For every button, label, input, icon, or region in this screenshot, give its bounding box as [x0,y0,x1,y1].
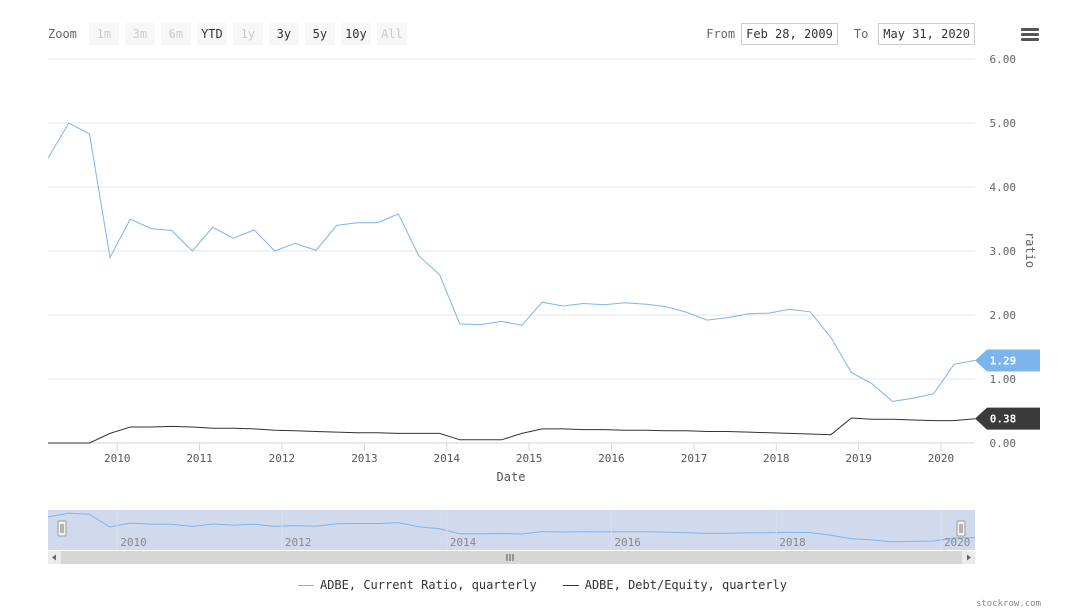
last-value-label: 0.38 [990,413,1017,426]
zoom-all-button[interactable]: All [376,23,407,45]
navigator-tick-label: 2018 [779,536,806,549]
legend-swatch-current-ratio [297,584,314,586]
to-date-input[interactable]: May 31, 2020 [878,23,975,45]
legend: ADBE, Current Ratio, quarterly ADBE, Deb… [0,578,1085,592]
x-tick-label: 2020 [928,452,955,465]
legend-label-current-ratio: ADBE, Current Ratio, quarterly [319,578,537,592]
navigator-mask [48,510,975,550]
zoom-1y-button[interactable]: 1y [232,23,263,45]
x-tick-label: 2010 [104,452,131,465]
credit-text: stockrow.com [975,599,1041,609]
x-tick-label: 2016 [598,452,625,465]
navigator-tick-label: 2012 [285,536,312,549]
x-tick-label: 2013 [351,452,378,465]
x-tick-label: 2018 [763,452,790,465]
arrow-left-icon [52,554,56,561]
legend-item-debt-equity[interactable]: ADBE, Debt/Equity, quarterly [562,578,788,592]
zoom-ytd-button[interactable]: YTD [196,23,227,45]
x-axis-label: Date [497,470,526,484]
y-tick-label: 5.00 [990,117,1017,130]
y-tick-label: 3.00 [990,245,1017,258]
zoom-label: Zoom [48,27,77,41]
navigator-tick-label: 2014 [450,536,477,549]
zoom-3m-button[interactable]: 3m [124,23,155,45]
to-label: To [853,27,869,41]
navigator-handle[interactable] [57,520,67,537]
arrow-right-icon [967,554,971,561]
legend-label-debt-equity: ADBE, Debt/Equity, quarterly [584,578,788,592]
zoom-1m-button[interactable]: 1m [88,23,119,45]
zoom-bar: Zoom 1m 3m 6m YTD 1y 3y 5y 10y All [48,23,407,45]
series-line-debt-equity [48,417,976,444]
navigator-series-line [47,512,976,543]
y-tick-label: 1.00 [990,373,1017,386]
y-axis-label: ratio [1023,232,1037,268]
legend-item-current-ratio[interactable]: ADBE, Current Ratio, quarterly [297,578,537,592]
navigator-tick-label: 2016 [614,536,641,549]
navigator-scrollbar[interactable] [48,551,975,564]
navigator-handle[interactable] [956,520,966,537]
y-tick-label: 6.00 [990,53,1017,66]
from-date-input[interactable]: Feb 28, 2009 [741,23,838,45]
zoom-5y-button[interactable]: 5y [304,23,335,45]
x-tick-label: 2012 [269,452,296,465]
chart: 0.00 1.00 2.00 3.00 4.00 5.00 6.00 2010 2011 201… [47,53,1040,564]
from-label: From [706,27,736,41]
date-range: From Feb 28, 2009 To May 31, 2020 [706,23,975,45]
x-tick-label: 2014 [434,452,461,465]
series-line-current-ratio [47,122,976,402]
x-tick-label: 2015 [516,452,543,465]
last-value-label: 1.29 [990,354,1017,367]
y-tick-label: 2.00 [990,309,1017,322]
zoom-10y-button[interactable]: 10y [340,23,371,45]
last-value-flag [975,349,1040,372]
zoom-6m-button[interactable]: 6m [160,23,191,45]
legend-swatch-debt-equity [562,584,579,586]
x-tick-label: 2017 [681,452,708,465]
x-tick-label: 2019 [845,452,872,465]
zoom-3y-button[interactable]: 3y [268,23,299,45]
hamburger-menu-icon[interactable] [1021,28,1039,42]
x-tick-label: 2011 [186,452,213,465]
y-tick-label: 4.00 [990,181,1017,194]
navigator-tick-label: 2010 [120,536,147,549]
navigator-tick-label: 2020 [944,536,971,549]
last-value-flag [975,407,1040,430]
y-tick-label: 0.00 [990,437,1017,450]
